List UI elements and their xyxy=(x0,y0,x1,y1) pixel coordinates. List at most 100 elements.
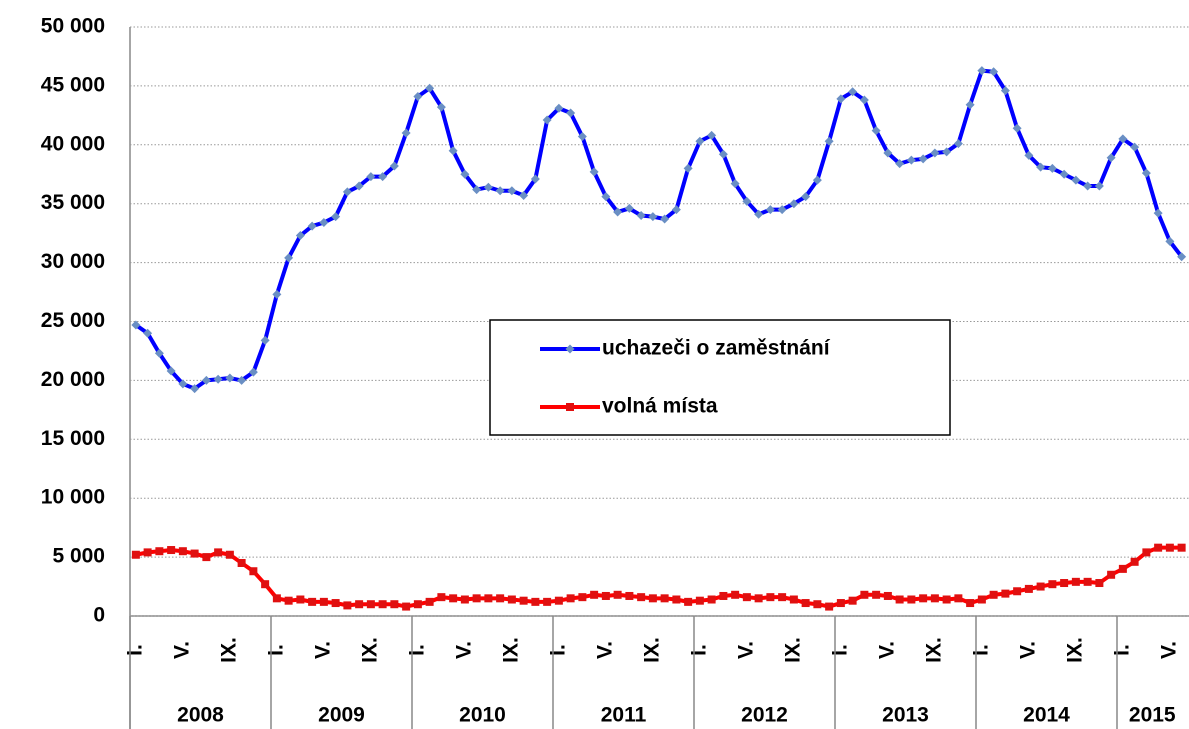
data-point xyxy=(402,602,411,611)
data-point xyxy=(636,210,646,220)
x-tick-label: V. xyxy=(593,641,616,659)
x-tick-label: V. xyxy=(311,641,334,659)
data-point xyxy=(248,367,258,377)
data-point xyxy=(1177,543,1186,552)
data-point xyxy=(1107,570,1116,579)
data-point xyxy=(378,172,388,182)
data-point xyxy=(1071,577,1080,586)
data-point xyxy=(942,147,952,157)
legend xyxy=(489,319,951,436)
data-point xyxy=(507,595,516,604)
legend-label: uchazeči o zaměstnání xyxy=(602,337,831,360)
data-point xyxy=(766,593,775,602)
data-point xyxy=(566,108,576,118)
data-point xyxy=(1118,564,1127,573)
y-tick-label: 30 000 xyxy=(41,250,105,273)
x-tick-label: V. xyxy=(875,641,898,659)
data-point xyxy=(883,148,893,158)
data-point xyxy=(366,172,376,182)
data-point xyxy=(719,591,728,600)
data-point xyxy=(154,348,164,358)
data-point xyxy=(1083,577,1092,586)
data-point xyxy=(390,600,399,609)
data-point xyxy=(1130,557,1139,566)
x-tick-label: IX. xyxy=(217,637,240,663)
data-point xyxy=(660,594,669,603)
y-tick-label: 50 000 xyxy=(41,15,105,38)
data-point xyxy=(965,100,975,110)
data-point xyxy=(742,593,751,602)
y-tick-label: 5 000 xyxy=(52,545,105,568)
data-point xyxy=(789,199,799,209)
data-point xyxy=(143,328,153,338)
data-point xyxy=(1153,208,1163,218)
data-point xyxy=(637,593,646,602)
data-point xyxy=(695,596,704,605)
data-point xyxy=(836,599,845,608)
data-point xyxy=(425,597,434,606)
x-tick-label: I. xyxy=(687,644,710,656)
data-point xyxy=(355,600,364,609)
data-point xyxy=(895,159,905,169)
data-point xyxy=(425,83,435,93)
data-point xyxy=(601,192,611,202)
legend-marker xyxy=(566,403,574,411)
data-point xyxy=(1024,584,1033,593)
x-tick-label: IX. xyxy=(1063,637,1086,663)
data-point xyxy=(742,196,752,206)
year-label: 2009 xyxy=(318,704,365,727)
data-point xyxy=(495,186,505,196)
data-point xyxy=(531,597,540,606)
data-point xyxy=(1165,543,1174,552)
year-label: 2014 xyxy=(1023,704,1070,727)
x-tick-label: IX. xyxy=(922,637,945,663)
data-point xyxy=(342,187,352,197)
data-point xyxy=(1059,169,1069,179)
data-point xyxy=(872,590,881,599)
data-point xyxy=(201,375,211,385)
data-point xyxy=(684,597,693,606)
data-point xyxy=(401,128,411,138)
data-point xyxy=(672,595,681,604)
data-point xyxy=(261,580,270,589)
data-point xyxy=(519,190,529,200)
data-point xyxy=(272,289,282,299)
data-point xyxy=(966,599,975,608)
data-point xyxy=(624,203,634,213)
x-tick-label: I. xyxy=(405,644,428,656)
data-point xyxy=(1036,582,1045,591)
data-point xyxy=(589,167,599,177)
data-point xyxy=(1177,252,1187,262)
year-label: 2013 xyxy=(882,704,929,727)
data-point xyxy=(214,548,223,557)
data-point xyxy=(202,553,211,562)
y-tick-label: 25 000 xyxy=(41,309,105,332)
data-point xyxy=(155,547,164,556)
data-point xyxy=(578,593,587,602)
series-line xyxy=(135,545,1182,609)
data-point xyxy=(953,139,963,149)
data-point xyxy=(249,567,258,576)
data-point xyxy=(707,595,716,604)
data-point xyxy=(813,600,822,609)
x-tick-label: V. xyxy=(170,641,193,659)
data-point xyxy=(507,186,517,196)
legend-marker xyxy=(565,344,575,354)
data-point xyxy=(683,163,693,173)
data-point xyxy=(625,591,634,600)
data-point xyxy=(131,550,140,559)
data-point xyxy=(977,66,987,76)
data-point xyxy=(319,218,329,228)
data-point xyxy=(942,595,951,604)
data-point xyxy=(213,374,223,384)
data-point xyxy=(754,209,764,219)
data-point xyxy=(754,594,763,603)
data-point xyxy=(225,550,234,559)
data-point xyxy=(1118,134,1128,144)
data-point xyxy=(483,182,493,192)
data-point xyxy=(448,146,458,156)
data-point xyxy=(731,590,740,599)
data-point xyxy=(590,590,599,599)
data-point xyxy=(695,136,705,146)
